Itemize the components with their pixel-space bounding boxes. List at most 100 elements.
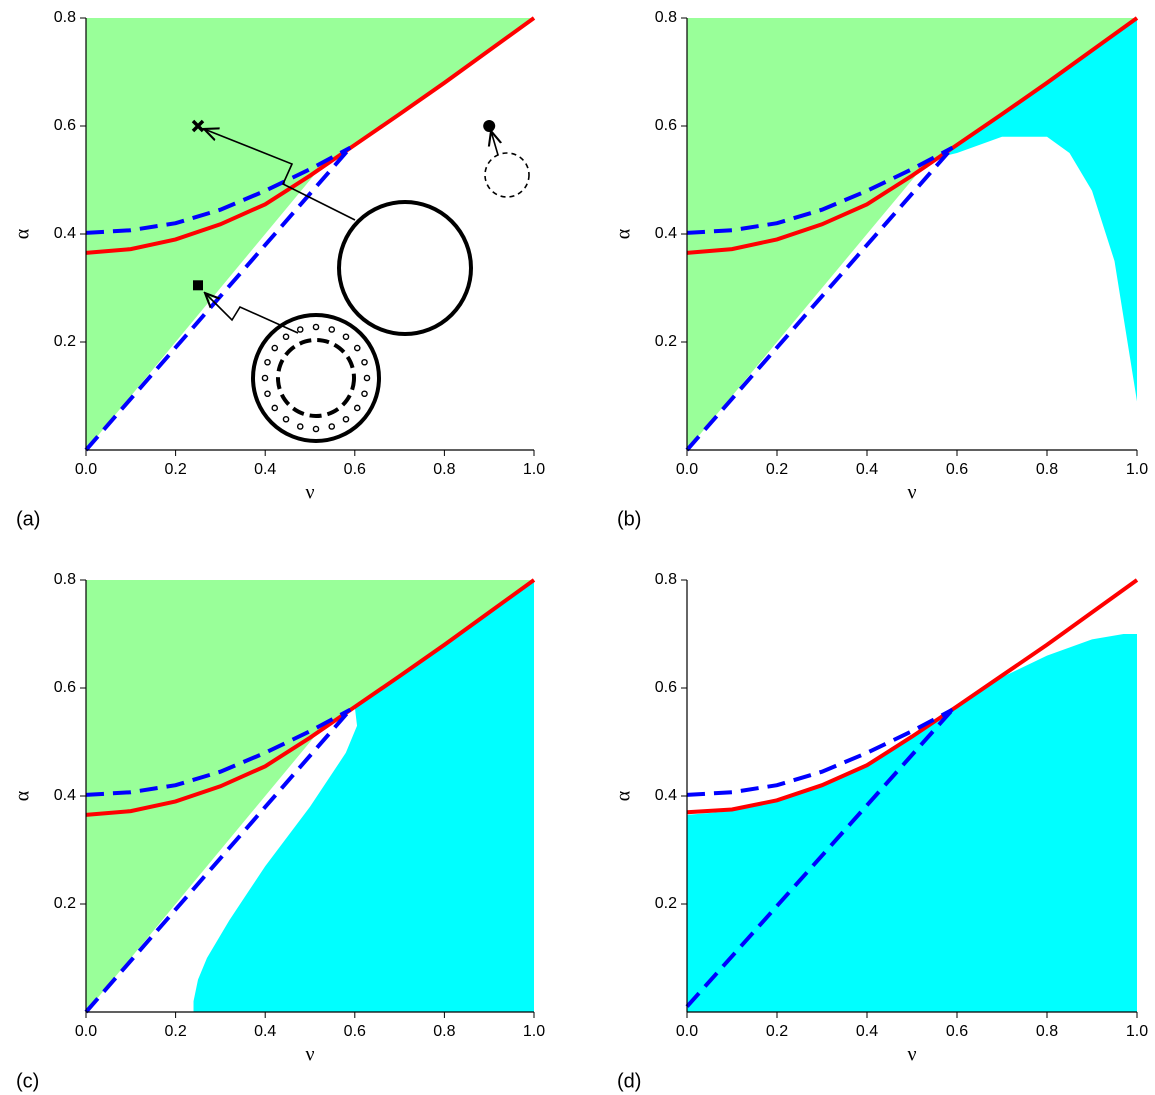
schematics xyxy=(204,129,530,443)
series-line xyxy=(85,578,536,817)
x-tick-label: 0.8 xyxy=(433,1023,455,1040)
x-tick-label: 1.0 xyxy=(523,461,545,478)
x-tick-label: 0.8 xyxy=(1036,461,1058,478)
series-line xyxy=(84,708,352,1014)
y-tick-label: 0.4 xyxy=(54,225,76,242)
x-tick-label: 1.0 xyxy=(1126,1023,1148,1040)
panel: 0.0 0.2 0.4 0.6 0.8 1.0 0.2 0.4 0.6 0.8 ν α (b) xyxy=(613,9,1149,530)
region xyxy=(687,18,1137,450)
schematic-dot xyxy=(361,358,368,366)
y-axis-label: α xyxy=(613,790,635,801)
x-tick-label: 0.6 xyxy=(344,461,366,478)
x-tick-label: 0.8 xyxy=(1036,1023,1058,1040)
panel: 0.0 0.2 0.4 0.6 0.8 1.0 0.2 0.4 0.6 0.8 ν α (a) xyxy=(12,9,546,530)
panel-label: (c) xyxy=(16,1070,39,1092)
y-tick-label: 0.6 xyxy=(54,117,76,134)
series-line xyxy=(85,16,536,255)
x-tick-label: 0.2 xyxy=(164,461,186,478)
series-line xyxy=(685,146,955,452)
schematic-dot xyxy=(328,423,336,430)
schematic-dot xyxy=(296,423,304,430)
y-tick-label: 0.8 xyxy=(655,9,677,26)
y-tick-label: 0.2 xyxy=(655,333,677,350)
x-axis-label: ν xyxy=(305,482,314,504)
y-tick-label: 0.8 xyxy=(54,571,76,588)
schematic-dot xyxy=(312,425,320,433)
region xyxy=(687,634,1137,1012)
x-tick-label: 0.4 xyxy=(856,1023,878,1040)
series-line xyxy=(686,145,954,235)
x-tick-label: 0.6 xyxy=(946,1023,968,1040)
y-tick-label: 0.4 xyxy=(655,787,677,804)
schematic-circle xyxy=(337,200,473,336)
x-tick-label: 0.4 xyxy=(254,461,276,478)
x-tick-label: 1.0 xyxy=(1126,461,1148,478)
marker xyxy=(483,120,496,132)
schematic-dot xyxy=(264,358,271,366)
y-tick-label: 0.8 xyxy=(655,571,677,588)
schematic-dot xyxy=(264,390,271,398)
y-axis-label: α xyxy=(613,228,635,239)
series-line xyxy=(686,16,1139,255)
schematic-dot xyxy=(342,415,350,423)
panel-label: (d) xyxy=(617,1070,641,1092)
series-line xyxy=(686,578,1139,815)
series-line xyxy=(686,707,954,797)
schematic-dot xyxy=(282,333,290,341)
schematic-ring xyxy=(251,313,381,443)
schematic-dashed-core xyxy=(276,338,356,418)
schematic-dot xyxy=(261,374,269,382)
marker xyxy=(191,119,205,133)
y-axis-label: α xyxy=(12,228,34,239)
schematic-dot xyxy=(328,326,336,333)
series-line xyxy=(685,708,954,1008)
schematic-dot xyxy=(271,404,279,412)
y-tick-label: 0.8 xyxy=(54,9,76,26)
region xyxy=(193,580,534,1012)
panel: 0.0 0.2 0.4 0.6 0.8 1.0 0.2 0.4 0.6 0.8 ν α (c) xyxy=(12,571,546,1092)
schematic-dot xyxy=(342,333,350,341)
arrow xyxy=(205,293,299,334)
series-line xyxy=(85,145,352,235)
panel-label: (b) xyxy=(617,508,641,530)
x-tick-label: 0.0 xyxy=(75,461,97,478)
schematic-dot xyxy=(296,326,304,333)
schematic-dot xyxy=(353,344,361,352)
schematic-dot xyxy=(353,404,361,412)
x-tick-label: 0.2 xyxy=(164,1023,186,1040)
x-tick-label: 0.4 xyxy=(254,1023,276,1040)
x-tick-label: 0.2 xyxy=(766,1023,788,1040)
panel: 0.0 0.2 0.4 0.6 0.8 1.0 0.2 0.4 0.6 0.8 ν α (d) xyxy=(613,571,1149,1092)
y-tick-label: 0.6 xyxy=(655,117,677,134)
region xyxy=(86,580,534,1012)
arrow xyxy=(204,129,356,221)
x-tick-label: 0.2 xyxy=(766,461,788,478)
x-tick-label: 1.0 xyxy=(523,1023,545,1040)
region xyxy=(86,18,534,450)
schematic-dot xyxy=(282,415,290,423)
y-tick-label: 0.2 xyxy=(54,333,76,350)
y-axis-label: α xyxy=(12,790,34,801)
region xyxy=(934,18,1137,402)
x-axis-label: ν xyxy=(907,482,916,504)
x-tick-label: 0.0 xyxy=(676,1023,698,1040)
panel-label: (a) xyxy=(16,508,40,530)
schematic-dot xyxy=(271,344,279,352)
x-tick-label: 0.0 xyxy=(75,1023,97,1040)
x-tick-label: 0.6 xyxy=(344,1023,366,1040)
x-tick-label: 0.4 xyxy=(856,461,878,478)
schematic-dot xyxy=(361,390,368,398)
y-tick-label: 0.6 xyxy=(54,679,76,696)
arrow xyxy=(491,131,498,156)
schematic-dashed-circle xyxy=(484,152,530,198)
x-tick-label: 0.6 xyxy=(946,461,968,478)
schematic-dot xyxy=(312,323,320,331)
y-tick-label: 0.2 xyxy=(54,895,76,912)
x-axis-label: ν xyxy=(907,1044,916,1066)
x-tick-label: 0.0 xyxy=(676,461,698,478)
plots: 0.0 0.2 0.4 0.6 0.8 1.00.20.40.60.8να(a)0.0 0.… xyxy=(12,9,1149,1092)
y-tick-label: 0.2 xyxy=(655,895,677,912)
y-tick-label: 0.4 xyxy=(655,225,677,242)
schematic-dots xyxy=(261,323,371,433)
